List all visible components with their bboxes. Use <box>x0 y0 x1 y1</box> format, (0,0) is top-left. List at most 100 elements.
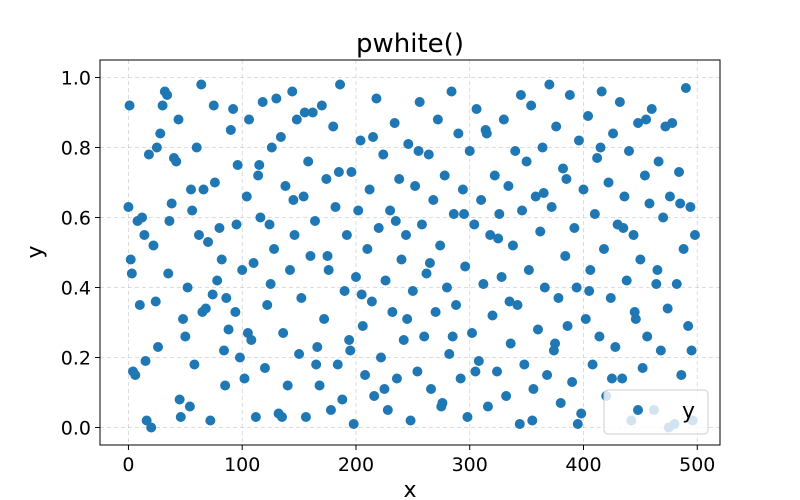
data-point <box>471 104 482 114</box>
data-point <box>325 405 336 415</box>
data-point <box>330 202 341 212</box>
data-point <box>441 282 452 293</box>
data-point <box>481 128 492 139</box>
data-point <box>203 237 214 247</box>
data-point <box>683 321 694 331</box>
data-point <box>678 244 689 254</box>
data-point <box>271 93 282 104</box>
data-point <box>584 286 595 296</box>
data-point <box>603 177 614 188</box>
data-point <box>180 331 191 342</box>
data-point <box>350 272 361 282</box>
data-point <box>487 310 498 321</box>
y-axis-label: y <box>23 245 48 258</box>
x-axis-label: x <box>403 478 416 500</box>
data-point <box>332 359 343 370</box>
data-point <box>178 314 189 324</box>
data-point <box>592 153 603 163</box>
data-point <box>166 198 177 209</box>
data-point <box>244 114 255 125</box>
data-point <box>578 184 589 195</box>
data-point <box>242 328 253 338</box>
data-point <box>610 342 621 352</box>
x-axis-ticks: 0 100 200 300 400 500 <box>122 445 715 476</box>
data-point <box>394 174 405 184</box>
data-point <box>542 370 553 380</box>
data-point <box>189 359 200 370</box>
data-point <box>266 142 277 153</box>
data-point <box>221 293 232 303</box>
data-point <box>576 408 587 419</box>
data-point <box>637 363 648 373</box>
data-point <box>410 181 421 191</box>
data-point <box>403 139 414 149</box>
data-point <box>412 366 423 377</box>
data-point <box>416 219 427 230</box>
y-tick-label: 0.8 <box>61 138 91 160</box>
data-point <box>517 205 528 216</box>
data-point <box>587 359 598 370</box>
data-point <box>464 146 475 156</box>
data-point <box>439 170 450 181</box>
data-point <box>205 415 216 426</box>
data-point <box>528 384 539 394</box>
data-point <box>321 174 332 184</box>
data-point <box>369 391 380 401</box>
data-point <box>234 352 245 363</box>
data-point <box>539 282 550 293</box>
data-point <box>605 293 616 303</box>
data-point <box>364 184 375 195</box>
data-point <box>689 230 700 240</box>
data-point <box>130 370 141 380</box>
data-point <box>197 307 208 317</box>
data-point <box>387 307 398 317</box>
data-point <box>225 125 236 135</box>
data-point <box>680 83 691 93</box>
data-point <box>414 97 425 107</box>
data-point <box>555 398 566 408</box>
data-point <box>421 268 432 279</box>
data-point <box>402 314 413 324</box>
data-point <box>126 268 137 279</box>
data-point <box>262 300 273 310</box>
data-point <box>294 349 305 359</box>
data-point <box>614 97 625 107</box>
data-point <box>353 205 364 216</box>
data-point <box>391 373 402 384</box>
data-point <box>148 240 159 251</box>
data-point <box>664 191 675 202</box>
data-point <box>323 265 334 275</box>
data-point <box>572 419 583 429</box>
data-point <box>551 121 562 132</box>
data-point <box>546 202 557 212</box>
data-point <box>459 209 470 219</box>
data-point <box>419 331 430 342</box>
data-point <box>447 331 458 342</box>
y-tick-label: 0.4 <box>61 278 91 300</box>
data-point <box>482 401 493 412</box>
data-point <box>196 79 207 90</box>
data-point <box>423 149 434 160</box>
data-point <box>642 331 653 342</box>
data-point <box>493 233 504 244</box>
data-point <box>501 391 512 401</box>
scatter-points <box>123 79 700 433</box>
data-point <box>398 335 409 345</box>
data-point <box>538 188 549 198</box>
data-point <box>311 359 322 370</box>
data-point <box>489 170 500 181</box>
data-point <box>184 401 195 412</box>
data-point <box>444 349 455 359</box>
data-point <box>598 244 609 254</box>
data-point <box>470 366 481 377</box>
data-point <box>296 293 307 303</box>
data-point <box>641 114 652 125</box>
data-point <box>303 156 314 167</box>
data-point <box>426 384 437 394</box>
legend: y <box>603 389 709 435</box>
data-point <box>473 356 484 366</box>
data-point <box>150 296 161 307</box>
data-point <box>686 345 697 356</box>
data-point <box>287 86 298 97</box>
